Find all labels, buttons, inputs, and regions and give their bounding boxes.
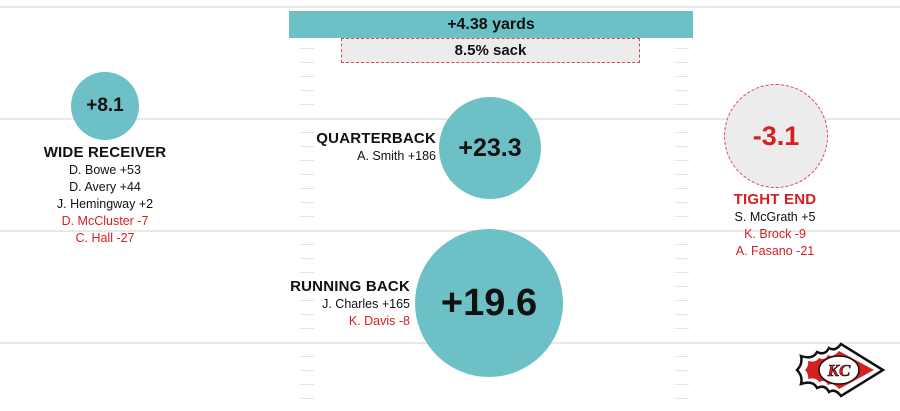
hash-mark — [675, 188, 689, 189]
chiefs-logo: KC — [795, 342, 886, 398]
hash-mark — [675, 300, 689, 301]
hash-mark — [300, 244, 314, 245]
hash-mark — [675, 90, 689, 91]
hash-mark — [675, 202, 689, 203]
player-line: J. Charles +165 — [322, 297, 410, 311]
hash-mark — [300, 90, 314, 91]
player-line: C. Hall -27 — [75, 231, 135, 245]
hash-mark — [675, 76, 689, 77]
hash-mark — [300, 62, 314, 63]
player-line: D. Avery +44 — [69, 180, 141, 194]
sack-label: 8.5% sack — [454, 42, 527, 59]
hash-mark — [300, 356, 314, 357]
hash-mark — [300, 258, 314, 259]
field-line — [0, 6, 900, 8]
running-back-value: +19.6 — [440, 281, 538, 324]
yards-bar: +4.38 yards — [289, 11, 693, 38]
hash-mark — [675, 384, 689, 385]
quarterback-players: A. Smith +186 — [280, 148, 436, 165]
running-back-players: J. Charles +165 K. Davis -8 — [250, 296, 410, 330]
tight-end-block: TIGHT END S. McGrath +5 K. Brock -9 A. Fas… — [690, 191, 860, 260]
running-back-block: RUNNING BACK J. Charles +165 K. Davis -8 — [250, 278, 410, 330]
hash-mark — [675, 230, 689, 231]
hash-mark — [675, 258, 689, 259]
sack-bar: 8.5% sack — [341, 38, 640, 63]
hash-mark — [675, 244, 689, 245]
hash-mark — [300, 174, 314, 175]
hash-mark — [300, 76, 314, 77]
player-line: S. McGrath +5 — [734, 210, 816, 224]
hash-mark — [675, 370, 689, 371]
hash-mark — [675, 314, 689, 315]
quarterback-circle: +23.3 — [439, 97, 541, 199]
hash-mark — [675, 62, 689, 63]
hash-mark — [675, 174, 689, 175]
hash-mark — [675, 48, 689, 49]
hash-mark — [300, 160, 314, 161]
hash-mark — [300, 202, 314, 203]
hash-mark — [300, 370, 314, 371]
logo-text: KC — [827, 361, 851, 380]
running-back-title: RUNNING BACK — [290, 278, 410, 295]
hash-mark — [675, 216, 689, 217]
player-line: A. Fasano -21 — [735, 244, 815, 258]
hash-mark — [300, 216, 314, 217]
hash-mark — [300, 328, 314, 329]
hash-mark — [300, 230, 314, 231]
hash-mark — [300, 132, 314, 133]
running-back-circle: +19.6 — [415, 229, 563, 377]
wide-receiver-title: WIDE RECEIVER — [43, 144, 167, 161]
player-line: J. Hemingway +2 — [56, 197, 154, 211]
player-line: K. Davis -8 — [348, 314, 410, 328]
quarterback-value: +23.3 — [458, 133, 522, 162]
hash-mark — [675, 160, 689, 161]
hash-mark — [300, 118, 314, 119]
player-line: D. Bowe +53 — [69, 163, 141, 177]
hash-mark — [675, 356, 689, 357]
field-line — [0, 230, 900, 232]
quarterback-title: QUARTERBACK — [316, 130, 436, 147]
hash-mark — [300, 300, 314, 301]
hash-mark — [300, 314, 314, 315]
quarterback-block: QUARTERBACK A. Smith +186 — [280, 130, 436, 165]
wide-receiver-players: D. Bowe +53 D. Avery +44 J. Hemingway +2 D.… — [20, 162, 190, 247]
hash-mark — [675, 272, 689, 273]
hash-mark — [300, 48, 314, 49]
player-line: A. Smith +186 — [357, 149, 436, 163]
hash-mark — [675, 132, 689, 133]
hash-mark — [300, 398, 314, 399]
hash-mark — [675, 104, 689, 105]
hash-mark — [675, 118, 689, 119]
hash-mark — [300, 272, 314, 273]
player-line: K. Brock -9 — [744, 227, 806, 241]
wide-receiver-circle: +8.1 — [71, 72, 139, 140]
hash-mark — [675, 286, 689, 287]
tight-end-title: TIGHT END — [733, 191, 817, 208]
tight-end-circle: -3.1 — [724, 84, 828, 188]
wide-receiver-block: WIDE RECEIVER D. Bowe +53 D. Avery +44 J. … — [20, 144, 190, 247]
wide-receiver-value: +8.1 — [86, 95, 124, 116]
hash-mark — [675, 328, 689, 329]
hash-mark — [675, 342, 689, 343]
hash-mark — [300, 286, 314, 287]
hash-mark — [675, 398, 689, 399]
hash-mark — [300, 104, 314, 105]
hash-mark — [300, 146, 314, 147]
hash-mark — [300, 342, 314, 343]
hash-mark — [300, 188, 314, 189]
hash-mark — [300, 384, 314, 385]
tight-end-value: -3.1 — [752, 120, 800, 151]
tight-end-players: S. McGrath +5 K. Brock -9 A. Fasano -21 — [690, 209, 860, 260]
yards-label: +4.38 yards — [447, 15, 535, 33]
player-line: D. McCluster -7 — [61, 214, 149, 228]
hash-mark — [675, 146, 689, 147]
